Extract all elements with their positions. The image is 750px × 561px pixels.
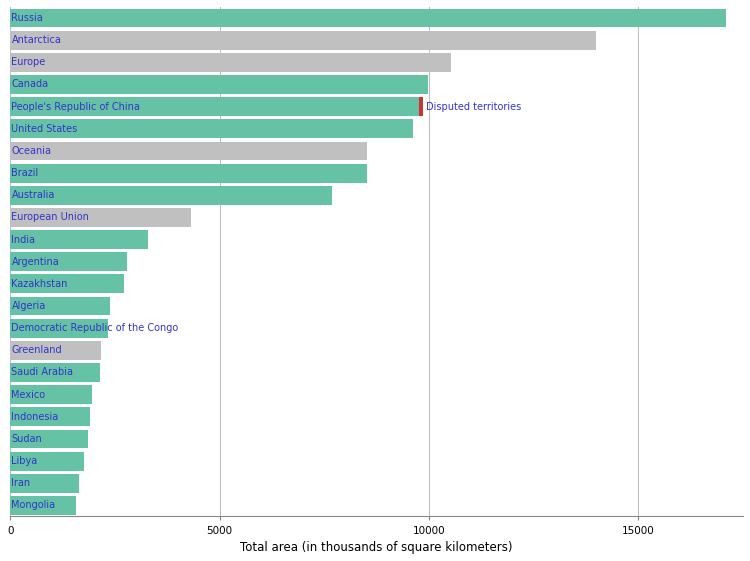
Bar [10,496,76,515]
Bar [10,208,191,227]
Text: Kazakhstan: Kazakhstan [11,279,68,289]
Bar [10,252,127,271]
Bar [10,53,452,72]
Bar [10,474,80,493]
Bar [10,452,84,471]
Text: Indonesia: Indonesia [11,412,58,422]
Text: Argentina: Argentina [11,257,59,266]
Text: Saudi Arabia: Saudi Arabia [11,367,74,378]
Text: Mongolia: Mongolia [11,500,56,511]
Text: India: India [11,234,35,245]
Text: Australia: Australia [11,190,55,200]
Text: Algeria: Algeria [11,301,46,311]
Bar [10,430,88,448]
Bar [10,8,726,27]
Text: Libya: Libya [11,456,38,466]
Text: European Union: European Union [11,213,89,222]
Text: Europe: Europe [11,57,46,67]
Text: Antarctica: Antarctica [11,35,62,45]
Bar [10,274,124,293]
Text: Canada: Canada [11,80,49,90]
Bar [10,75,428,94]
Bar [10,31,596,49]
Bar [10,407,90,426]
Text: United States: United States [11,124,78,134]
Text: Russia: Russia [11,13,44,23]
Text: Greenland: Greenland [11,346,62,355]
Bar [419,97,423,116]
Text: Oceania: Oceania [11,146,52,156]
Text: Disputed territories: Disputed territories [427,102,522,112]
Bar [10,164,367,182]
X-axis label: Total area (in thousands of square kilometers): Total area (in thousands of square kilom… [240,541,513,554]
Bar [10,297,110,315]
Bar [10,230,148,249]
Bar [10,186,332,205]
Text: Mexico: Mexico [11,390,46,399]
Bar [10,341,101,360]
Text: People's Republic of China: People's Republic of China [11,102,140,112]
Bar [10,119,413,138]
Text: Democratic Republic of the Congo: Democratic Republic of the Congo [11,323,178,333]
Bar [10,385,92,404]
Bar [10,141,368,160]
Bar [10,319,108,338]
Text: Sudan: Sudan [11,434,42,444]
Bar [10,97,419,116]
Bar [10,363,100,382]
Text: Iran: Iran [11,478,31,488]
Text: Brazil: Brazil [11,168,39,178]
